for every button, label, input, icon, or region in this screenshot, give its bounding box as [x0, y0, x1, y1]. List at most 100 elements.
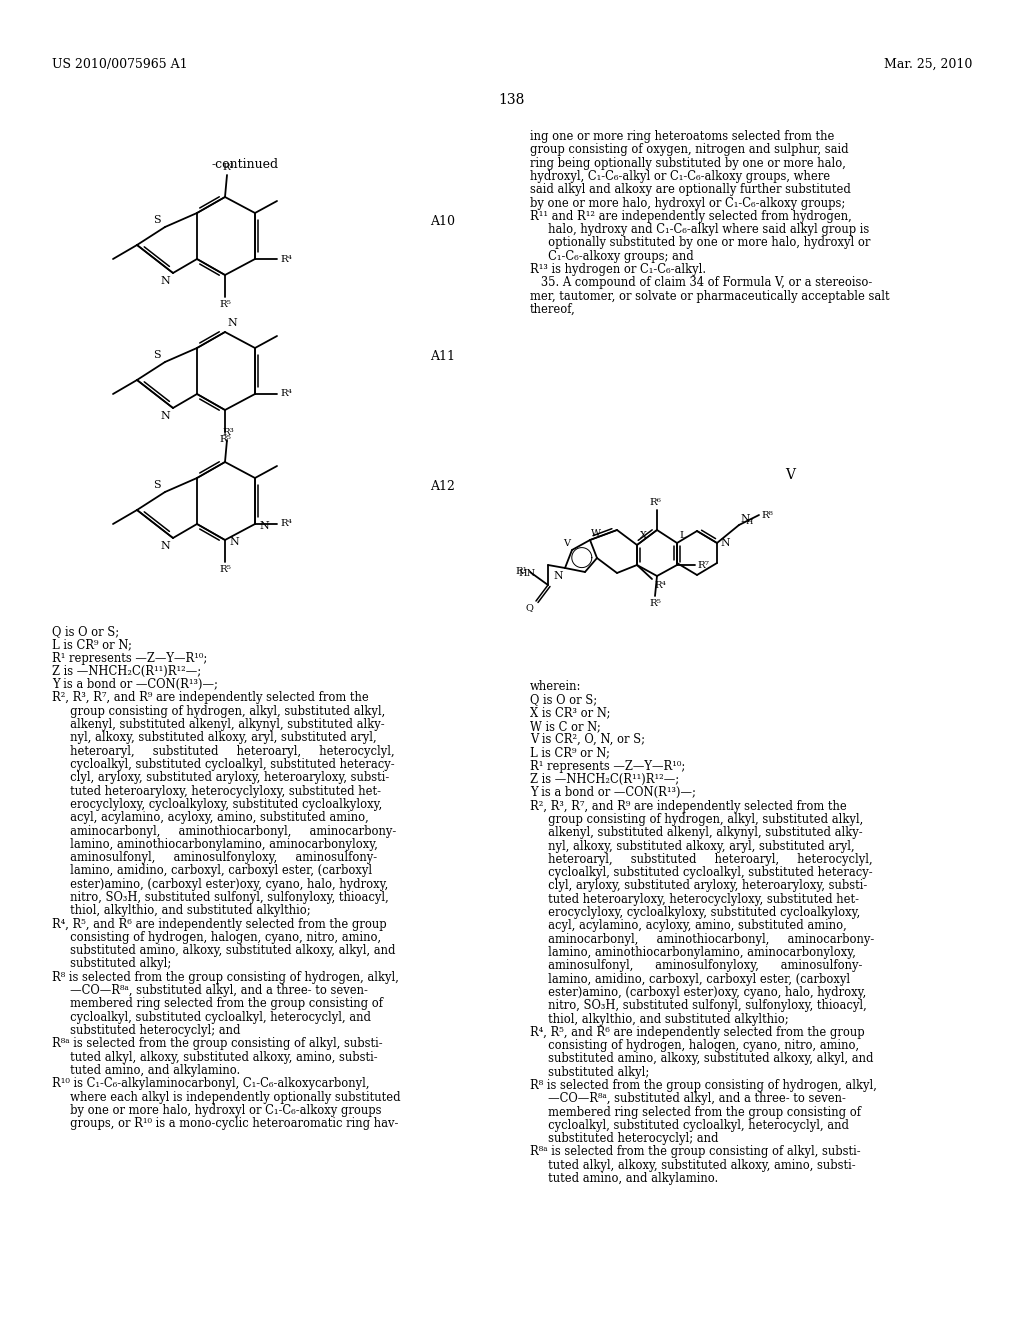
Text: heteroaryl,     substituted     heteroaryl,     heterocyclyl,: heteroaryl, substituted heteroaryl, hete… — [52, 744, 394, 758]
Text: R⁴: R⁴ — [280, 389, 292, 399]
Text: R⁶: R⁶ — [649, 498, 660, 507]
Text: R⁵: R⁵ — [219, 300, 231, 309]
Text: C₁-C₆-alkoxy groups; and: C₁-C₆-alkoxy groups; and — [530, 249, 693, 263]
Text: tuted heteroaryloxy, heterocyclyloxy, substituted het-: tuted heteroaryloxy, heterocyclyloxy, su… — [530, 892, 859, 906]
Text: R⁴: R⁴ — [654, 581, 666, 590]
Text: S: S — [154, 480, 161, 490]
Text: R², R³, R⁷, and R⁹ are independently selected from the: R², R³, R⁷, and R⁹ are independently sel… — [52, 692, 369, 705]
Text: R¹³ is hydrogen or C₁-C₆-alkyl.: R¹³ is hydrogen or C₁-C₆-alkyl. — [530, 263, 707, 276]
Text: -continued: -continued — [211, 158, 279, 172]
Text: consisting of hydrogen, halogen, cyano, nitro, amino,: consisting of hydrogen, halogen, cyano, … — [52, 931, 381, 944]
Text: substituted heterocyclyl; and: substituted heterocyclyl; and — [52, 1024, 241, 1038]
Text: R³: R³ — [222, 162, 233, 172]
Text: L is CR⁹ or N;: L is CR⁹ or N; — [52, 639, 132, 651]
Text: nitro, SO₃H, substituted sulfonyl, sulfonyloxy, thioacyl,: nitro, SO₃H, substituted sulfonyl, sulfo… — [52, 891, 389, 904]
Text: groups, or R¹⁰ is a mono-cyclic heteroaromatic ring hav-: groups, or R¹⁰ is a mono-cyclic heteroar… — [52, 1117, 398, 1130]
Text: L is CR⁹ or N;: L is CR⁹ or N; — [530, 747, 610, 759]
Text: R¹ represents —Z—Y—R¹⁰;: R¹ represents —Z—Y—R¹⁰; — [530, 760, 685, 772]
Text: acyl, acylamino, acyloxy, amino, substituted amino,: acyl, acylamino, acyloxy, amino, substit… — [52, 812, 369, 824]
Text: ester)amino, (carboxyl ester)oxy, cyano, halo, hydroxy,: ester)amino, (carboxyl ester)oxy, cyano,… — [52, 878, 388, 891]
Text: V is CR², O, N, or S;: V is CR², O, N, or S; — [530, 733, 645, 746]
Text: R⁵: R⁵ — [219, 565, 231, 574]
Text: S: S — [154, 350, 161, 360]
Text: hydroxyl, C₁-C₆-alkyl or C₁-C₆-alkoxy groups, where: hydroxyl, C₁-C₆-alkyl or C₁-C₆-alkoxy gr… — [530, 170, 830, 183]
Text: Q is O or S;: Q is O or S; — [530, 693, 597, 706]
Text: group consisting of hydrogen, alkyl, substituted alkyl,: group consisting of hydrogen, alkyl, sub… — [52, 705, 385, 718]
Text: cycloalkyl, substituted cycloalkyl, substituted heteracy-: cycloalkyl, substituted cycloalkyl, subs… — [530, 866, 872, 879]
Text: —CO—R⁸ᵃ, substituted alkyl, and a three- to seven-: —CO—R⁸ᵃ, substituted alkyl, and a three-… — [52, 985, 368, 997]
Text: L: L — [679, 531, 686, 540]
Text: Z is —NHCH₂C(R¹¹)R¹²—;: Z is —NHCH₂C(R¹¹)R¹²—; — [52, 665, 201, 678]
Text: US 2010/0075965 A1: US 2010/0075965 A1 — [52, 58, 187, 71]
Text: N: N — [160, 411, 170, 421]
Text: substituted heterocyclyl; and: substituted heterocyclyl; and — [530, 1133, 719, 1146]
Text: ing one or more ring heteroatoms selected from the: ing one or more ring heteroatoms selecte… — [530, 129, 835, 143]
Text: R³: R³ — [222, 428, 233, 437]
Text: erocyclyloxy, cycloalkyloxy, substituted cycloalkyloxy,: erocyclyloxy, cycloalkyloxy, substituted… — [52, 797, 382, 810]
Text: V: V — [785, 469, 795, 482]
Text: Mar. 25, 2010: Mar. 25, 2010 — [884, 58, 972, 71]
Text: R⁸ is selected from the group consisting of hydrogen, alkyl,: R⁸ is selected from the group consisting… — [530, 1078, 877, 1092]
Text: Y is a bond or —CON(R¹³)—;: Y is a bond or —CON(R¹³)—; — [530, 787, 696, 800]
Text: substituted amino, alkoxy, substituted alkoxy, alkyl, and: substituted amino, alkoxy, substituted a… — [530, 1052, 873, 1065]
Text: A11: A11 — [430, 350, 455, 363]
Text: group consisting of hydrogen, alkyl, substituted alkyl,: group consisting of hydrogen, alkyl, sub… — [530, 813, 863, 826]
Text: halo, hydroxy and C₁-C₆-alkyl where said alkyl group is: halo, hydroxy and C₁-C₆-alkyl where said… — [530, 223, 869, 236]
Text: N: N — [229, 537, 239, 546]
Text: said alkyl and alkoxy are optionally further substituted: said alkyl and alkoxy are optionally fur… — [530, 183, 851, 197]
Text: tuted heteroaryloxy, heterocyclyloxy, substituted het-: tuted heteroaryloxy, heterocyclyloxy, su… — [52, 784, 381, 797]
Text: erocyclyloxy, cycloalkyloxy, substituted cycloalkyloxy,: erocyclyloxy, cycloalkyloxy, substituted… — [530, 906, 860, 919]
Text: membered ring selected from the group consisting of: membered ring selected from the group co… — [52, 998, 383, 1010]
Text: lamino, amidino, carboxyl, carboxyl ester, (carboxyl: lamino, amidino, carboxyl, carboxyl este… — [530, 973, 850, 986]
Text: by one or more halo, hydroxyl or C₁-C₆-alkoxy groups: by one or more halo, hydroxyl or C₁-C₆-a… — [52, 1104, 382, 1117]
Text: R⁸ is selected from the group consisting of hydrogen, alkyl,: R⁸ is selected from the group consisting… — [52, 970, 399, 983]
Text: clyl, aryloxy, substituted aryloxy, heteroaryloxy, substi-: clyl, aryloxy, substituted aryloxy, hete… — [52, 771, 389, 784]
Text: cycloalkyl, substituted cycloalkyl, heterocyclyl, and: cycloalkyl, substituted cycloalkyl, hete… — [52, 1011, 371, 1024]
Text: N: N — [227, 318, 237, 327]
Text: substituted amino, alkoxy, substituted alkoxy, alkyl, and: substituted amino, alkoxy, substituted a… — [52, 944, 395, 957]
Text: nitro, SO₃H, substituted sulfonyl, sulfonyloxy, thioacyl,: nitro, SO₃H, substituted sulfonyl, sulfo… — [530, 999, 866, 1012]
Text: HN: HN — [519, 569, 536, 578]
Text: N: N — [740, 513, 750, 524]
Text: N: N — [259, 521, 268, 531]
Text: clyl, aryloxy, substituted aryloxy, heteroaryloxy, substi-: clyl, aryloxy, substituted aryloxy, hete… — [530, 879, 867, 892]
Text: acyl, acylamino, acyloxy, amino, substituted amino,: acyl, acylamino, acyloxy, amino, substit… — [530, 920, 847, 932]
Text: lamino, aminothiocarbonylamino, aminocarbonyloxy,: lamino, aminothiocarbonylamino, aminocar… — [530, 946, 856, 960]
Text: lamino, amidino, carboxyl, carboxyl ester, (carboxyl: lamino, amidino, carboxyl, carboxyl este… — [52, 865, 372, 878]
Text: A12: A12 — [430, 480, 455, 492]
Text: W: W — [591, 529, 601, 539]
Text: Y is a bond or —CON(R¹³)—;: Y is a bond or —CON(R¹³)—; — [52, 678, 218, 692]
Text: N: N — [160, 541, 170, 550]
Text: thiol, alkylthio, and substituted alkylthio;: thiol, alkylthio, and substituted alkylt… — [530, 1012, 788, 1026]
Text: mer, tautomer, or solvate or pharmaceutically acceptable salt: mer, tautomer, or solvate or pharmaceuti… — [530, 289, 890, 302]
Text: R⁴: R⁴ — [280, 255, 292, 264]
Text: tuted alkyl, alkoxy, substituted alkoxy, amino, substi-: tuted alkyl, alkoxy, substituted alkoxy,… — [530, 1159, 856, 1172]
Text: alkenyl, substituted alkenyl, alkynyl, substituted alky-: alkenyl, substituted alkenyl, alkynyl, s… — [52, 718, 385, 731]
Text: R⁴: R⁴ — [280, 520, 292, 528]
Text: X is CR³ or N;: X is CR³ or N; — [530, 706, 610, 719]
Text: R⁸ᵃ is selected from the group consisting of alkyl, substi-: R⁸ᵃ is selected from the group consistin… — [530, 1146, 860, 1159]
Text: tuted amino, and alkylamino.: tuted amino, and alkylamino. — [52, 1064, 241, 1077]
Text: aminosulfonyl,     aminosulfonyloxy,     aminosulfony-: aminosulfonyl, aminosulfonyloxy, aminosu… — [52, 851, 377, 865]
Text: aminosulfonyl,      aminosulfonyloxy,      aminosulfony-: aminosulfonyl, aminosulfonyloxy, aminosu… — [530, 960, 862, 973]
Text: by one or more halo, hydroxyl or C₁-C₆-alkoxy groups;: by one or more halo, hydroxyl or C₁-C₆-a… — [530, 197, 845, 210]
Text: ester)amino, (carboxyl ester)oxy, cyano, halo, hydroxy,: ester)amino, (carboxyl ester)oxy, cyano,… — [530, 986, 866, 999]
Text: R⁴, R⁵, and R⁶ are independently selected from the group: R⁴, R⁵, and R⁶ are independently selecte… — [530, 1026, 864, 1039]
Text: alkenyl, substituted alkenyl, alkynyl, substituted alky-: alkenyl, substituted alkenyl, alkynyl, s… — [530, 826, 862, 840]
Text: thereof,: thereof, — [530, 302, 575, 315]
Text: R⁸: R⁸ — [761, 511, 773, 520]
Text: consisting of hydrogen, halogen, cyano, nitro, amino,: consisting of hydrogen, halogen, cyano, … — [530, 1039, 859, 1052]
Text: tuted alkyl, alkoxy, substituted alkoxy, amino, substi-: tuted alkyl, alkoxy, substituted alkoxy,… — [52, 1051, 378, 1064]
Text: cycloalkyl, substituted cycloalkyl, substituted heteracy-: cycloalkyl, substituted cycloalkyl, subs… — [52, 758, 394, 771]
Text: R¹⁰ is C₁-C₆-alkylaminocarbonyl, C₁-C₆-alkoxycarbonyl,: R¹⁰ is C₁-C₆-alkylaminocarbonyl, C₁-C₆-a… — [52, 1077, 370, 1090]
Text: S: S — [154, 215, 161, 224]
Text: where each alkyl is independently optionally substituted: where each alkyl is independently option… — [52, 1090, 400, 1104]
Text: nyl, alkoxy, substituted alkoxy, aryl, substituted aryl,: nyl, alkoxy, substituted alkoxy, aryl, s… — [530, 840, 855, 853]
Text: N: N — [720, 539, 729, 548]
Text: R⁸ᵃ is selected from the group consisting of alkyl, substi-: R⁸ᵃ is selected from the group consistin… — [52, 1038, 383, 1051]
Text: ring being optionally substituted by one or more halo,: ring being optionally substituted by one… — [530, 157, 846, 169]
Text: A10: A10 — [430, 215, 455, 228]
Text: X: X — [640, 531, 647, 540]
Text: aminocarbonyl,     aminothiocarbonyl,     aminocarbony-: aminocarbonyl, aminothiocarbonyl, aminoc… — [530, 933, 874, 945]
Text: R¹ represents —Z—Y—R¹⁰;: R¹ represents —Z—Y—R¹⁰; — [52, 652, 207, 664]
